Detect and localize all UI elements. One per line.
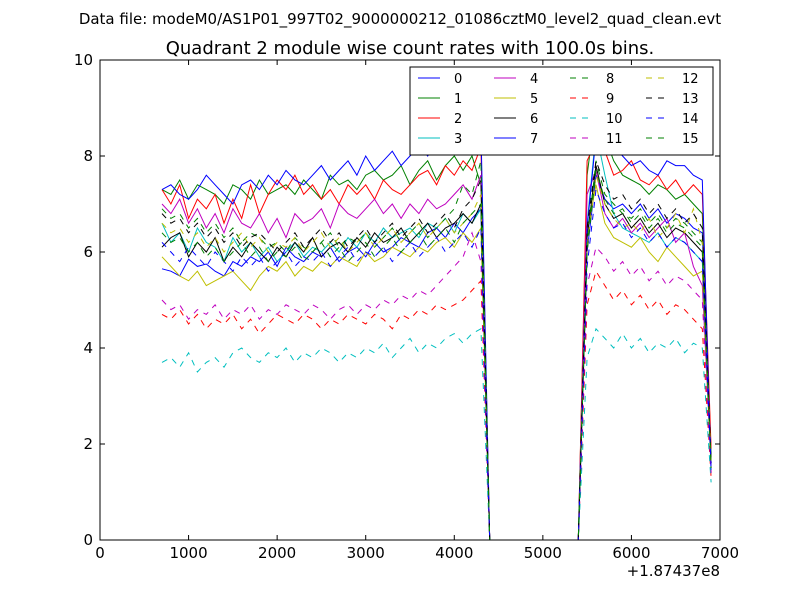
series-line-11 bbox=[161, 231, 712, 541]
legend-label-9: 9 bbox=[606, 92, 614, 107]
series-line-15 bbox=[161, 170, 712, 541]
series-line-10 bbox=[161, 327, 712, 541]
suptitle: Data file: modeM0/AS1P01_997T02_90000002… bbox=[79, 10, 721, 29]
x-tick-label: 1000 bbox=[169, 544, 207, 562]
legend-label-15: 15 bbox=[682, 132, 699, 147]
x-tick-label: 4000 bbox=[435, 544, 473, 562]
series-line-4 bbox=[161, 168, 712, 541]
x-tick-label: 0 bbox=[95, 544, 105, 562]
legend-label-2: 2 bbox=[454, 112, 462, 127]
legend-label-1: 1 bbox=[454, 92, 462, 107]
series-line-13 bbox=[161, 160, 712, 541]
x-offset-label: +1.87437e8 bbox=[627, 562, 720, 580]
legend-label-4: 4 bbox=[530, 72, 538, 87]
y-tick-label: 8 bbox=[83, 147, 93, 165]
y-tick-label: 2 bbox=[83, 435, 93, 453]
x-tick-label: 6000 bbox=[612, 544, 650, 562]
series-layer bbox=[161, 105, 712, 541]
legend-label-12: 12 bbox=[682, 72, 699, 87]
legend-label-5: 5 bbox=[530, 92, 538, 107]
series-line-12 bbox=[161, 175, 712, 541]
legend-label-0: 0 bbox=[454, 72, 462, 87]
series-line-9 bbox=[161, 269, 712, 541]
series-line-2 bbox=[161, 140, 712, 541]
y-tick-label: 10 bbox=[74, 51, 93, 69]
x-tick-label: 5000 bbox=[524, 544, 562, 562]
x-tick-label: 7000 bbox=[701, 544, 739, 562]
series-line-8 bbox=[161, 160, 712, 541]
y-tick-label: 0 bbox=[83, 531, 93, 549]
legend-label-10: 10 bbox=[606, 112, 623, 127]
legend-frame bbox=[409, 66, 714, 156]
legend-label-7: 7 bbox=[530, 132, 538, 147]
legend-label-13: 13 bbox=[682, 92, 699, 107]
series-line-14 bbox=[161, 189, 712, 541]
y-tick-label: 4 bbox=[83, 339, 93, 357]
x-tick-label: 3000 bbox=[347, 544, 385, 562]
legend-label-14: 14 bbox=[682, 112, 699, 127]
x-axis: 0 1000 2000 3000 4000 5000 6000 7000 bbox=[95, 60, 739, 562]
y-tick-label: 6 bbox=[83, 243, 93, 261]
legend-label-3: 3 bbox=[454, 132, 462, 147]
legend-label-11: 11 bbox=[606, 132, 623, 147]
x-tick-label: 2000 bbox=[258, 544, 296, 562]
legend-label-6: 6 bbox=[530, 112, 538, 127]
series-line-5 bbox=[161, 184, 712, 541]
legend-label-8: 8 bbox=[606, 72, 614, 87]
chart-title: Quadrant 2 module wise count rates with … bbox=[166, 38, 655, 59]
plot-frame bbox=[99, 59, 721, 541]
